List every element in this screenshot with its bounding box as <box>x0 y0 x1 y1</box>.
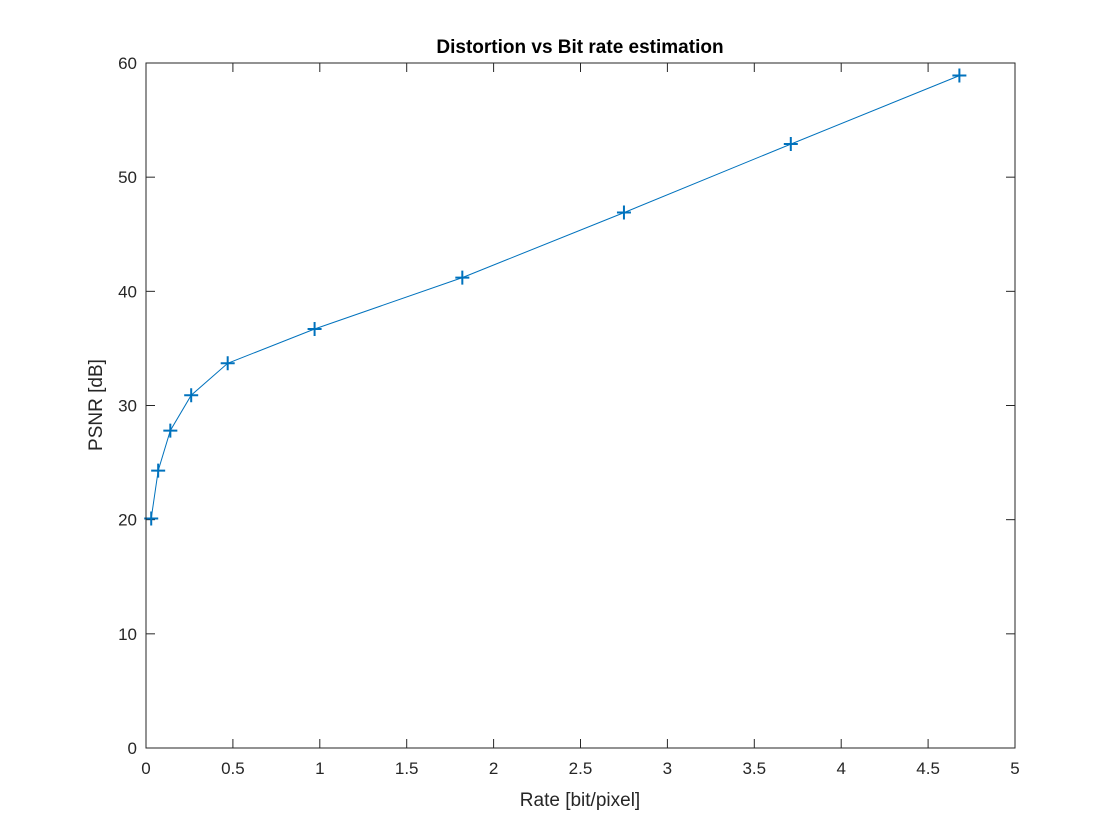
data-point-marker <box>783 137 798 152</box>
y-tick-label: 30 <box>118 397 137 416</box>
data-point-marker <box>163 423 178 438</box>
y-tick-label: 20 <box>118 511 137 530</box>
data-point-marker <box>952 68 967 83</box>
plot-area <box>146 63 1015 748</box>
data-point-marker <box>151 463 166 478</box>
x-axis-label: Rate [bit/pixel] <box>520 790 640 811</box>
x-tick-label: 2 <box>489 759 498 778</box>
series-line <box>150 75 960 519</box>
x-tick-label: 1.5 <box>395 759 419 778</box>
data-point-marker <box>184 388 199 403</box>
data-point-marker <box>616 205 631 220</box>
x-tick-label: 3.5 <box>742 759 766 778</box>
y-tick-label: 0 <box>128 739 137 758</box>
y-tick-label: 10 <box>118 625 137 644</box>
x-tick-label: 4.5 <box>916 759 940 778</box>
x-tick-label: 1 <box>315 759 324 778</box>
x-tick-label: 0.5 <box>221 759 245 778</box>
data-point-marker <box>220 356 235 371</box>
x-tick-label: 4 <box>836 759 845 778</box>
y-tick-label: 60 <box>118 54 137 73</box>
y-axis-label: PSNR [dB] <box>86 359 107 451</box>
data-point-marker <box>455 270 470 285</box>
x-tick-label: 2.5 <box>569 759 593 778</box>
chart-title: Distortion vs Bit rate estimation <box>436 37 723 58</box>
series-layer <box>144 68 967 526</box>
axes-box <box>145 62 1016 749</box>
data-point-marker <box>307 322 322 337</box>
x-tick-label: 0 <box>141 759 150 778</box>
data-point-marker <box>144 511 159 526</box>
x-tick-label: 3 <box>663 759 672 778</box>
y-tick-label: 50 <box>118 168 137 187</box>
x-tick-label: 5 <box>1010 759 1019 778</box>
y-tick-label: 40 <box>118 282 137 301</box>
